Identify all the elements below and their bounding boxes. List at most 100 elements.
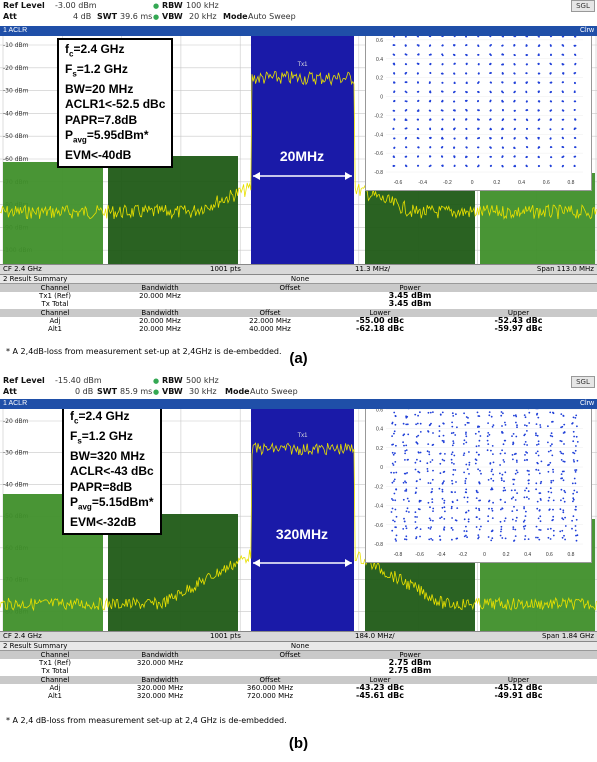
- constellation-point: [573, 489, 576, 492]
- constellation-point: [417, 44, 420, 47]
- constellation-point: [514, 109, 516, 112]
- constellation-point: [429, 63, 431, 65]
- result-cell: Adj: [49, 317, 61, 325]
- constellation-point: [489, 155, 492, 158]
- constellation-point: [562, 414, 565, 417]
- constellation-point: [549, 449, 552, 452]
- constellation-point: [536, 536, 539, 539]
- constellation-point: [535, 525, 538, 528]
- constellation-point: [453, 118, 455, 121]
- constellation-point: [404, 459, 406, 461]
- constellation-point: [466, 501, 469, 503]
- constellation-point: [501, 72, 504, 74]
- constellation-point: [394, 452, 396, 455]
- constellation-point: [393, 44, 396, 46]
- constellation-point: [432, 411, 434, 413]
- trace-label: Tx1: [297, 62, 308, 68]
- constellation-point: [391, 451, 394, 454]
- fs-value: =1.2 GHz: [81, 428, 133, 443]
- constellation-point: [499, 464, 501, 466]
- rbw-dot-icon: ●: [153, 377, 160, 385]
- constellation-point: [528, 498, 530, 500]
- constellation-point: [429, 528, 432, 530]
- constellation-point: [563, 443, 565, 445]
- constellation-point: [501, 449, 503, 452]
- result-summary-title: 2 Result Summary None: [0, 275, 597, 284]
- constellation-point: [443, 480, 445, 482]
- constellation-point: [538, 36, 540, 38]
- constellation-point: [443, 528, 445, 530]
- constellation-point: [405, 449, 408, 451]
- per-division: 11.3 MHz/: [355, 265, 391, 273]
- constellation-point: [501, 44, 504, 47]
- constellation-point: [417, 155, 420, 158]
- constellation-point: [488, 500, 490, 503]
- constellation-point: [573, 460, 575, 463]
- constellation-point: [465, 530, 468, 533]
- constellation-point: [428, 165, 431, 168]
- constellation-point: [550, 432, 553, 435]
- constellation-point: [417, 128, 420, 131]
- constellation-point: [562, 479, 565, 482]
- constellation-point: [404, 100, 407, 102]
- constellation-point: [525, 118, 528, 121]
- constellation-point: [571, 482, 574, 485]
- constellation-point: [501, 164, 504, 167]
- constellation-point: [441, 411, 444, 414]
- constellation-point: [535, 432, 537, 435]
- constellation-point: [512, 478, 514, 481]
- constellation-point: [394, 538, 397, 541]
- constellation-point: [513, 540, 515, 542]
- constellation-point: [465, 435, 468, 438]
- constellation-point: [510, 489, 513, 492]
- constellation-point: [502, 146, 504, 149]
- constellation-point: [512, 483, 515, 485]
- constellation-point: [547, 441, 549, 444]
- result-cell: 3.45 dBm: [388, 299, 432, 308]
- constellation-point: [465, 165, 468, 168]
- constellation-point: [452, 442, 455, 445]
- constellation-point: [562, 155, 565, 158]
- constellation-point: [443, 499, 446, 502]
- constellation-point: [537, 517, 540, 520]
- constellation-point: [474, 462, 477, 465]
- constellation-point: [405, 527, 408, 530]
- constellation-point: [573, 100, 576, 103]
- result-cell: 40.000 MHz: [249, 325, 291, 333]
- constellation-point: [477, 165, 480, 167]
- result-header-row: Channel Bandwidth Offset Power: [0, 284, 597, 292]
- constellation-point: [562, 164, 564, 167]
- fc-line: fc=2.4 GHz: [70, 409, 130, 426]
- constellation-point: [547, 528, 549, 530]
- constellation-point: [572, 515, 575, 518]
- constellation-point: [392, 464, 395, 466]
- constellation-point: [452, 440, 455, 442]
- constellation-point: [463, 530, 466, 532]
- constellation-point: [405, 510, 408, 513]
- result-cell: Power: [399, 284, 421, 292]
- vbw-dot-icon: ●: [153, 13, 160, 21]
- constellation-point: [465, 488, 468, 491]
- constellation-point: [572, 416, 575, 419]
- constellation-point: [402, 498, 405, 501]
- center-frequency: CF 2.4 GHz: [3, 632, 42, 640]
- constellation-point: [406, 459, 409, 461]
- constellation-point: [404, 450, 407, 452]
- constellation-point: [513, 63, 516, 66]
- constellation-point: [463, 452, 466, 455]
- constellation-point: [442, 441, 445, 444]
- constellation-point: [428, 45, 431, 47]
- constellation-point: [502, 91, 504, 94]
- constellation-point: [392, 453, 395, 456]
- constellation-point: [563, 423, 566, 426]
- constellation-point: [514, 164, 516, 167]
- constellation-point: [391, 421, 394, 424]
- constellation-point: [492, 501, 494, 504]
- constellation-point: [550, 54, 552, 56]
- constellation-point: [561, 536, 564, 539]
- constellation-point: [451, 501, 454, 504]
- constellation-point: [551, 435, 554, 438]
- aclr-line: ACLR1<-52.5 dBc: [65, 97, 166, 112]
- constellation-point: [441, 439, 444, 442]
- constellation-point: [552, 529, 555, 532]
